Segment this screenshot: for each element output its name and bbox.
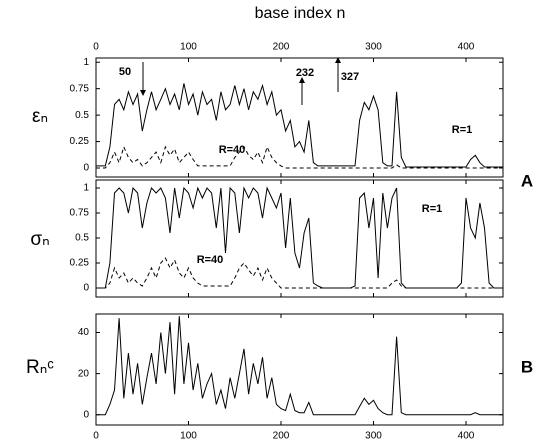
x-tick-label: 200 [273, 42, 290, 53]
series-line [96, 145, 503, 169]
y-axis-title: εₙ [32, 106, 48, 127]
series-label: R=1 [422, 203, 443, 215]
x-tick-label: 0 [93, 42, 99, 53]
series-label: R=1 [452, 124, 473, 136]
x-tick-label: 100 [180, 42, 197, 53]
y-tick-label: 0.25 [70, 258, 90, 269]
y-tick-label: 0.25 [70, 136, 90, 147]
y-tick-label: 0.75 [70, 208, 90, 219]
y-axis-title: σₙ [30, 229, 49, 250]
annotation: 50 [119, 66, 131, 78]
y-tick-label: 1 [83, 183, 89, 194]
series-line [96, 257, 503, 289]
y-tick-label: 0 [83, 283, 89, 294]
series-line [96, 83, 503, 168]
series-label: R=40 [219, 144, 246, 156]
y-tick-label: 0 [83, 409, 89, 420]
panel-label: B [521, 357, 533, 376]
series-label: R=40 [197, 254, 224, 266]
plot-frame [95, 179, 504, 298]
plot-frame [95, 313, 504, 426]
y-tick-label: 0 [83, 163, 89, 174]
y-tick-label: 40 [78, 327, 90, 338]
x-tick-label: 0 [93, 431, 99, 442]
y-tick-label: 1 [83, 57, 89, 68]
series-line [96, 316, 503, 416]
y-tick-label: 0.5 [75, 110, 89, 121]
y-tick-label: 20 [78, 368, 90, 379]
annotation: 232 [296, 67, 314, 79]
y-tick-label: 0.75 [70, 83, 90, 94]
y-tick-label: 0.5 [75, 233, 89, 244]
plot-frame [95, 57, 504, 178]
y-axis-title: Rₙᶜ [26, 357, 54, 378]
x-tick-label: 200 [273, 431, 290, 442]
x-tick-label: 400 [458, 431, 475, 442]
panel-label: A [521, 171, 533, 190]
x-tick-label: 100 [180, 431, 197, 442]
annotation: 327 [341, 71, 359, 83]
x-tick-label: 400 [458, 42, 475, 53]
x-tick-label: 300 [365, 431, 382, 442]
x-axis-title: base index n [255, 5, 346, 22]
x-tick-label: 300 [365, 42, 382, 53]
